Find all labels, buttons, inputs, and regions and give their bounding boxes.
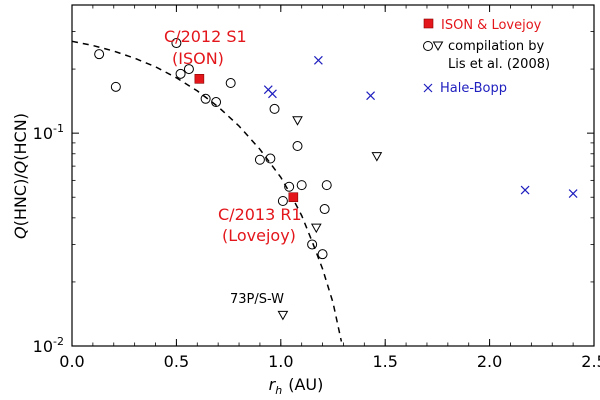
y-tick-label: 10-1 xyxy=(33,122,64,143)
point-lis-circle xyxy=(110,81,121,92)
point-lis-circle xyxy=(254,154,265,165)
point-hale-bopp xyxy=(268,89,277,99)
point-hale-bopp xyxy=(568,189,578,199)
x-tick-label: 1.0 xyxy=(268,352,293,371)
point-lis-circle xyxy=(183,64,194,75)
point-lis-circle xyxy=(225,78,236,89)
point-hale-bopp xyxy=(520,185,530,195)
x-tick-label: 1.5 xyxy=(372,352,397,371)
annotation-lovejoy-name: C/2013 R1 xyxy=(218,205,302,224)
legend-marker-circle xyxy=(423,41,433,51)
point-lis-circle xyxy=(277,195,288,206)
point-lis-triangle xyxy=(371,152,383,162)
point-lis-triangle xyxy=(277,310,289,321)
point-lis-circle xyxy=(211,97,222,108)
point-lis-circle xyxy=(292,141,303,152)
plot-frame xyxy=(71,4,595,347)
point-lis-circle xyxy=(307,239,318,250)
point-lis-circle xyxy=(171,38,182,49)
annotation-lovejoy-label: (Lovejoy) xyxy=(222,226,296,245)
point-lis-triangle xyxy=(292,116,303,126)
annotation-73p-sw: 73P/S-W xyxy=(230,292,284,307)
x-tick-label: 2.5 xyxy=(581,352,600,371)
legend-label-lis: Lis et al. (2008) xyxy=(448,57,550,72)
y-tick-labels: 10-1 10-2 xyxy=(33,122,64,356)
legend: ISON & Lovejoy compilation by Lis et al.… xyxy=(423,18,550,96)
fit-curve-dashed xyxy=(71,40,343,342)
legend-marker-ison-lovejoy xyxy=(423,18,434,29)
point-lis-circle xyxy=(284,181,295,192)
annotation-ison-name: C/2012 S1 xyxy=(164,27,247,46)
x-tick-label: 0.0 xyxy=(59,352,84,371)
x-tick-label: 2.0 xyxy=(477,352,502,371)
point-ison-lovejoy xyxy=(288,192,299,203)
point-lis-circle xyxy=(319,204,330,215)
axis-ticks xyxy=(71,4,595,347)
point-lis-circle xyxy=(321,180,332,191)
annotation-ison-label: (ISON) xyxy=(172,49,224,68)
point-lis-triangle xyxy=(310,223,322,234)
point-ison-lovejoy xyxy=(194,74,205,84)
legend-label-hale-bopp: Hale-Bopp xyxy=(440,81,507,96)
y-tick-label: 10-2 xyxy=(33,335,64,356)
point-lis-circle xyxy=(200,93,211,104)
y-axis-label: Q(HNC)/Q(HCN) xyxy=(11,113,30,239)
legend-marker-triangle xyxy=(432,41,444,52)
point-hale-bopp xyxy=(313,55,323,65)
x-tick-label: 0.5 xyxy=(164,352,189,371)
legend-marker-hale-bopp xyxy=(423,83,433,93)
point-lis-circle xyxy=(296,180,307,191)
point-lis-circle xyxy=(175,68,186,79)
data-points xyxy=(94,38,578,321)
point-lis-circle xyxy=(317,249,328,260)
point-lis-circle xyxy=(265,153,276,164)
point-lis-circle xyxy=(269,103,280,114)
point-lis-circle xyxy=(94,49,105,60)
x-axis-label: rh (AU) xyxy=(269,375,324,397)
point-hale-bopp xyxy=(366,91,376,101)
x-tick-labels: 0.0 0.5 1.0 1.5 2.0 2.5 xyxy=(59,352,600,371)
legend-label-compilation: compilation by xyxy=(448,39,544,54)
legend-label-ison-lovejoy: ISON & Lovejoy xyxy=(441,18,542,33)
